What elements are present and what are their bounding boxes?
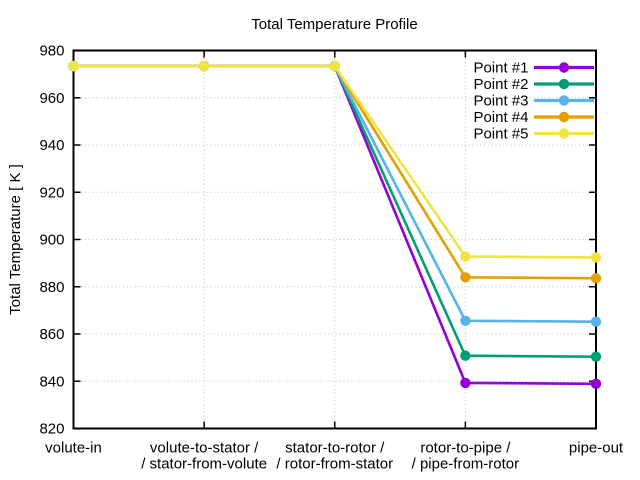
data-point-1 bbox=[460, 377, 471, 389]
legend-marker bbox=[558, 78, 570, 90]
data-point-5 bbox=[198, 60, 210, 72]
x-category-label: pipe-out bbox=[569, 440, 624, 457]
y-tick-label: 920 bbox=[39, 184, 64, 201]
data-point-1 bbox=[590, 378, 602, 390]
y-tick-label: 880 bbox=[39, 279, 64, 296]
data-point-2 bbox=[590, 351, 602, 362]
y-tick-label: 860 bbox=[39, 326, 64, 343]
chart-title: Total Temperature Profile bbox=[251, 16, 417, 33]
legend-label: Point #2 bbox=[473, 76, 528, 93]
data-point-4 bbox=[460, 272, 471, 283]
legend-label: Point #5 bbox=[473, 126, 528, 143]
y-tick-label: 940 bbox=[39, 137, 64, 154]
data-point-5 bbox=[329, 60, 340, 72]
legend-label: Point #4 bbox=[473, 109, 528, 126]
x-category-label: / rotor-from-stator bbox=[276, 456, 393, 473]
legend-label: Point #3 bbox=[473, 93, 528, 110]
plot-border bbox=[72, 49, 597, 430]
data-point-5 bbox=[460, 251, 471, 262]
legend-marker bbox=[558, 95, 570, 106]
tick-labels: 820 840 860 880 900 920 940 960 980 volute-in volu… bbox=[39, 43, 623, 473]
legend-marker bbox=[558, 62, 570, 73]
y-tick-label: 900 bbox=[39, 232, 64, 249]
legend-marker bbox=[558, 128, 570, 139]
x-category-label: / pipe-from-rotor bbox=[412, 456, 520, 473]
data-point-3 bbox=[460, 315, 471, 326]
x-category-label: stator-to-rotor / bbox=[285, 440, 385, 457]
legend-marker bbox=[558, 111, 570, 123]
x-category-label: volute-in bbox=[45, 440, 102, 457]
x-category-label: volute-to-stator / bbox=[150, 440, 259, 457]
y-axis-label: Total Temperature [ K ] bbox=[7, 164, 24, 315]
data-point-2 bbox=[460, 350, 471, 361]
y-tick-label: 820 bbox=[39, 421, 64, 438]
x-category-label: rotor-to-pipe / bbox=[420, 440, 511, 457]
data-series bbox=[68, 60, 602, 390]
y-tick-label: 960 bbox=[39, 90, 64, 107]
data-point-5 bbox=[68, 60, 79, 72]
y-tick-label: 980 bbox=[39, 43, 64, 60]
x-category-label: / stator-from-volute bbox=[141, 456, 267, 473]
data-point-4 bbox=[590, 273, 602, 284]
data-point-5 bbox=[590, 252, 602, 263]
y-tick-label: 840 bbox=[39, 373, 64, 390]
data-point-3 bbox=[590, 316, 602, 327]
legend-label: Point #1 bbox=[473, 60, 528, 77]
